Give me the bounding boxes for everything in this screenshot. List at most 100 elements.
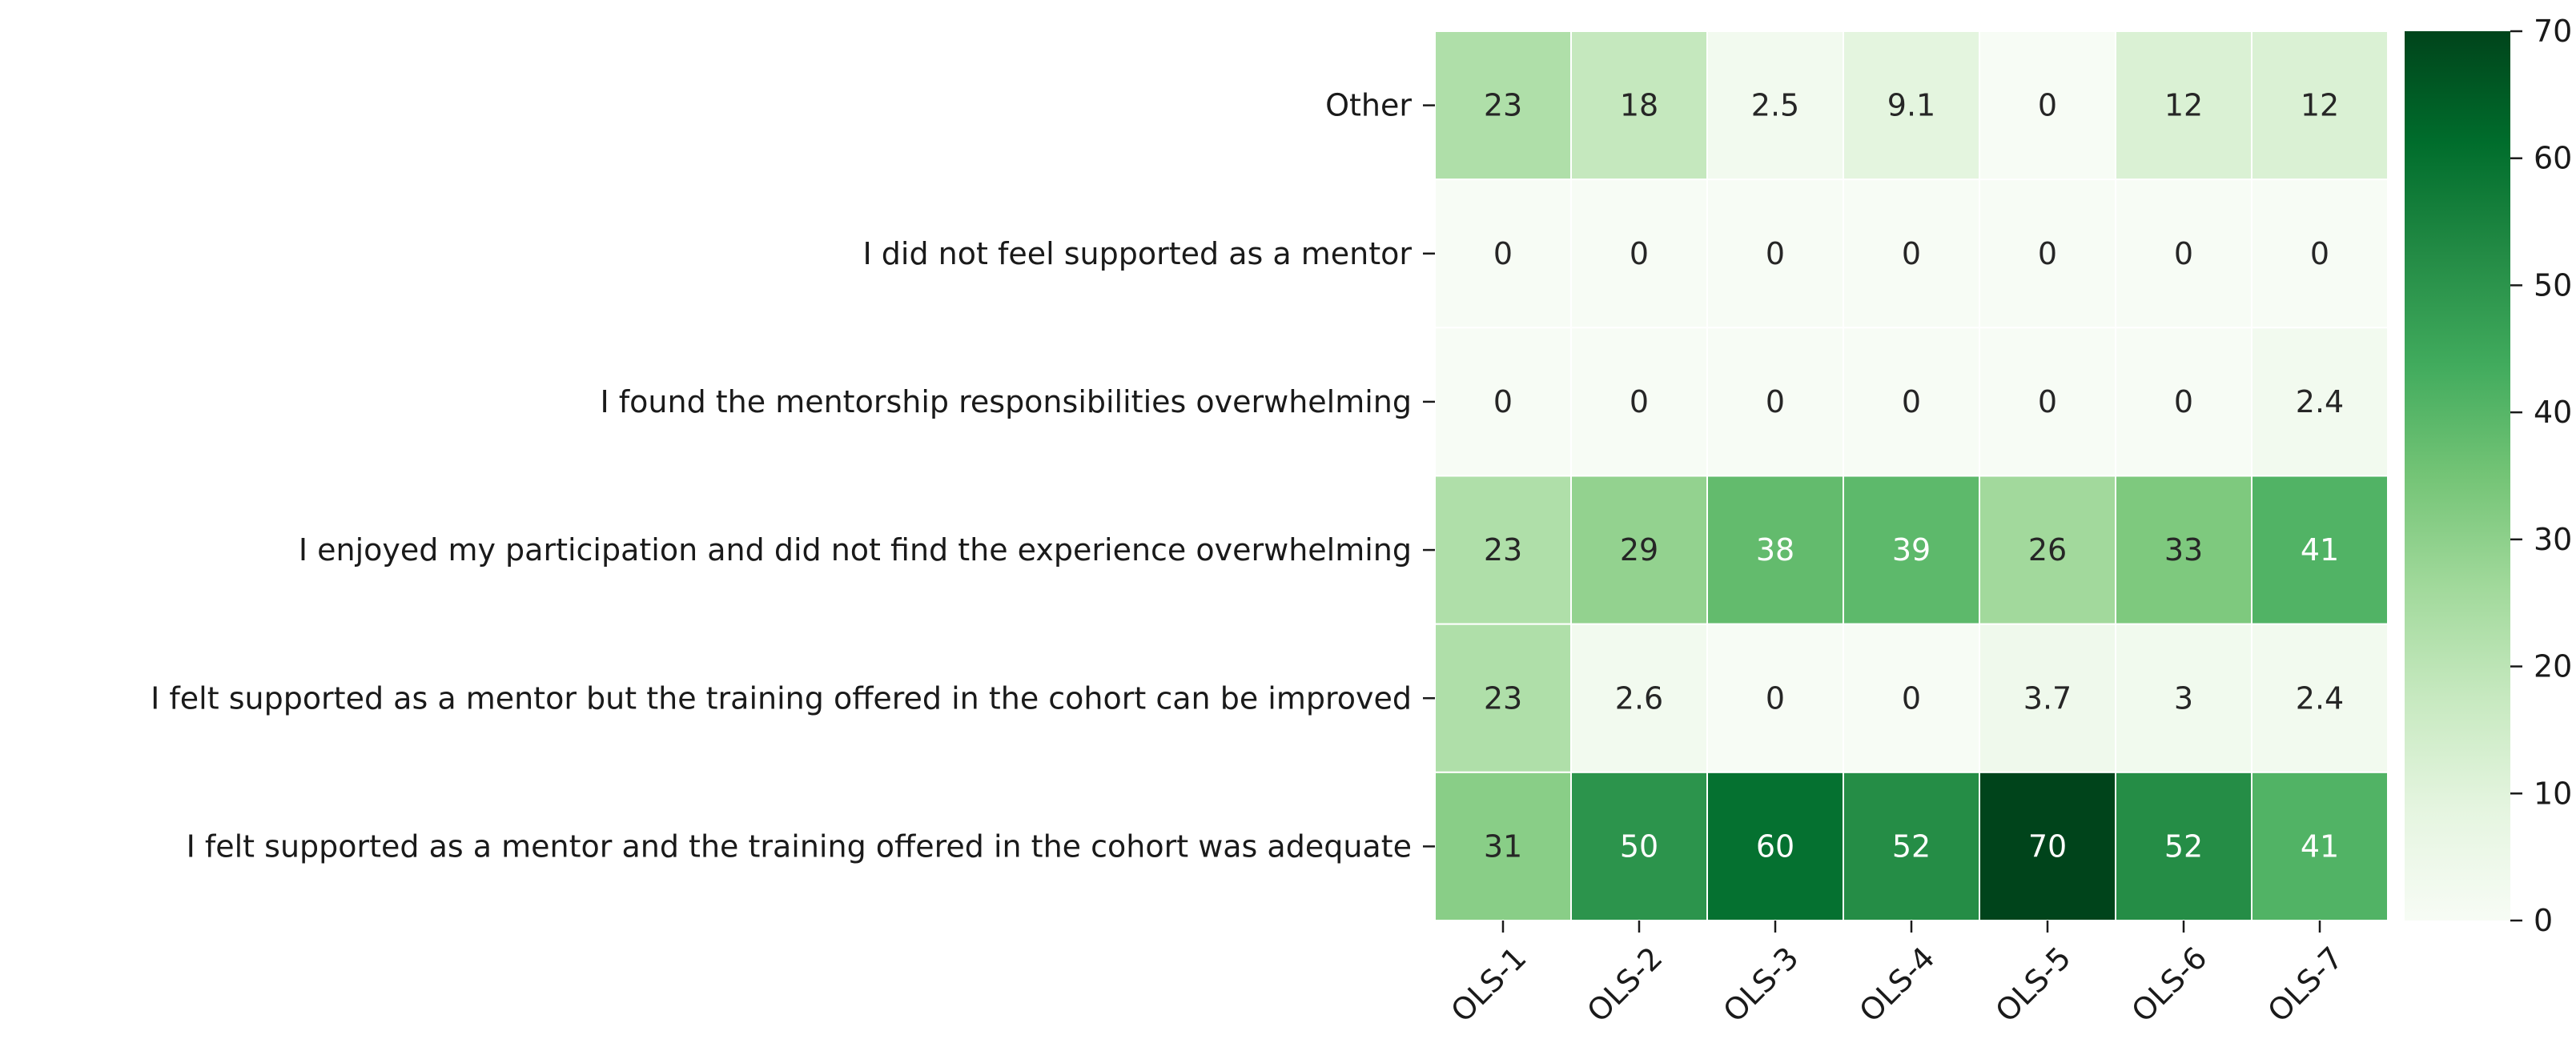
heatmap-cell <box>2115 30 2252 181</box>
heatmap-cell <box>1706 623 1844 773</box>
x-tick-label: OLS-2 <box>1580 940 1669 1029</box>
y-tick-label: I felt supported as a mentor and the tra… <box>187 828 1412 864</box>
heatmap-cell <box>1706 327 1844 477</box>
cell-value: 0 <box>2174 236 2193 271</box>
cell-value: 38 <box>1756 532 1794 568</box>
cell-value: 33 <box>2164 532 2203 568</box>
heatmap-cell <box>1570 30 1708 181</box>
cell-value: 39 <box>1892 532 1931 568</box>
cell-value: 9.1 <box>1887 88 1935 123</box>
cell-value: 12 <box>2164 88 2203 123</box>
cell-value: 29 <box>1620 532 1658 568</box>
cell-value: 2.5 <box>1751 88 1799 123</box>
heatmap-cell <box>1706 30 1844 181</box>
heatmap-cell <box>2251 327 2389 477</box>
cell-value-labels: 23 18 2.5 9.1 0 12 12 0 0 0 0 0 0 0 0 0 0 0 0 0 2.4 23 29 38 39 2… <box>1484 88 2344 864</box>
heatmap-cell <box>1434 327 1572 477</box>
cell-value: 3.7 <box>2023 680 2072 716</box>
x-tick-label: OLS-4 <box>1852 940 1941 1029</box>
heatmap-cell <box>2115 475 2252 625</box>
y-axis: Other I did not feel supported as a mento… <box>151 88 1435 864</box>
y-tick-label: I did not feel supported as a mentor <box>862 236 1412 271</box>
cell-value: 0 <box>2038 88 2057 123</box>
heatmap-cell <box>2251 179 2389 329</box>
x-tick-label: OLS-5 <box>1988 940 2077 1029</box>
cell-value: 18 <box>1620 88 1658 123</box>
cell-value: 41 <box>2301 828 2339 864</box>
heatmap-cell <box>1706 179 1844 329</box>
cell-value: 0 <box>1766 236 1785 271</box>
heatmap-cell <box>1843 30 1980 181</box>
cell-value: 0 <box>1630 236 1649 271</box>
colorbar-tick-label: 70 <box>2534 14 2572 49</box>
cell-value: 2.4 <box>2296 680 2344 716</box>
heatmap-cell <box>1979 327 2116 477</box>
heatmap-cell <box>2251 771 2389 921</box>
cell-value: 0 <box>1766 680 1785 716</box>
cell-value: 0 <box>2038 236 2057 271</box>
x-tick-label: OLS-3 <box>1716 940 1805 1029</box>
colorbar-tick-label: 50 <box>2534 267 2572 303</box>
y-tick-label: I found the mentorship responsibilities … <box>600 384 1412 419</box>
heatmap-cell <box>1706 771 1844 921</box>
colorbar-tick-label: 40 <box>2534 395 2572 430</box>
colorbar-tick-label: 20 <box>2534 649 2572 684</box>
heatmap-cell <box>2115 179 2252 329</box>
heatmap-cell <box>1434 623 1572 773</box>
x-tick-label: OLS-7 <box>2261 940 2349 1029</box>
colorbar-gradient <box>2405 31 2510 921</box>
cell-value: 23 <box>1484 532 1522 568</box>
cell-value: 3 <box>2174 680 2193 716</box>
cell-value: 50 <box>1620 828 1658 864</box>
heatmap-cell <box>2251 475 2389 625</box>
y-tick-label: I enjoyed my participation and did not f… <box>299 532 1412 568</box>
heatmap-cell <box>2251 623 2389 773</box>
cell-value: 0 <box>1902 680 1921 716</box>
heatmap-cell <box>1979 179 2116 329</box>
cell-value: 0 <box>1766 384 1785 419</box>
cell-value: 2.4 <box>2296 384 2344 419</box>
colorbar-tick-label: 10 <box>2534 776 2572 811</box>
cell-value: 23 <box>1484 680 1522 716</box>
heatmap-cell <box>1570 771 1708 921</box>
cell-value: 0 <box>2174 384 2193 419</box>
heatmap-cell <box>1843 475 1980 625</box>
cell-value: 0 <box>1902 384 1921 419</box>
cell-value: 60 <box>1756 828 1794 864</box>
cell-value: 31 <box>1484 828 1522 864</box>
colorbar: 0 10 20 30 40 50 60 70 <box>2405 14 2572 938</box>
cell-value: 2.6 <box>1615 680 1663 716</box>
heatmap-cell <box>1434 771 1572 921</box>
heatmap-cell <box>1434 475 1572 625</box>
cell-value: 12 <box>2301 88 2339 123</box>
x-axis: OLS-1 OLS-2 OLS-3 OLS-4 OLS-5 OLS-6 OLS-7 <box>1444 921 2350 1029</box>
colorbar-tick-label: 60 <box>2534 141 2572 176</box>
heatmap-cell <box>2115 327 2252 477</box>
cell-value: 0 <box>1493 384 1513 419</box>
colorbar-tick-label: 0 <box>2534 903 2553 938</box>
cell-value: 0 <box>2038 384 2057 419</box>
cell-value: 23 <box>1484 88 1522 123</box>
heatmap-cells <box>1434 30 2389 921</box>
heatmap-cell <box>1843 771 1980 921</box>
colorbar-tick-label: 30 <box>2534 522 2572 557</box>
cell-value: 26 <box>2028 532 2067 568</box>
x-tick-label: OLS-1 <box>1444 940 1533 1029</box>
cell-value: 0 <box>1493 236 1513 271</box>
cell-value: 70 <box>2028 828 2067 864</box>
cell-value: 52 <box>1892 828 1931 864</box>
cell-value: 0 <box>1630 384 1649 419</box>
heatmap-cell <box>1570 475 1708 625</box>
cell-value: 0 <box>1902 236 1921 271</box>
heatmap-cell <box>1843 327 1980 477</box>
x-tick-label: OLS-6 <box>2124 940 2213 1029</box>
heatmap-cell <box>1979 771 2116 921</box>
y-tick-label: Other <box>1325 88 1412 123</box>
heatmap-cell <box>1979 30 2116 181</box>
y-tick-label: I felt supported as a mentor but the tra… <box>151 680 1412 716</box>
heatmap-cell <box>1570 327 1708 477</box>
cell-value: 41 <box>2301 532 2339 568</box>
heatmap-cell <box>1434 30 1572 181</box>
cell-value: 52 <box>2164 828 2203 864</box>
